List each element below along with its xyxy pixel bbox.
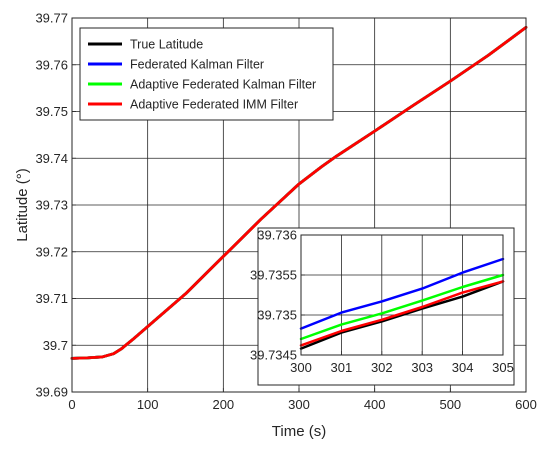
legend: True Latitude Federated Kalman Filter Adap… [79,27,334,121]
x-tick-label: 600 [515,397,537,412]
y-tick-label: 39.77 [35,11,68,26]
x-axis-label: Time (s) [272,423,326,440]
inset-y-tick-label: 39.7345 [250,348,297,363]
inset-series-line [299,280,505,347]
y-tick-label: 39.76 [35,57,68,72]
y-tick-label: 39.7 [43,338,68,353]
inset-y-tick-label: 39.7355 [250,268,297,283]
legend-item-label: Adaptive Federated IMM Filter [130,98,298,112]
legend-item-label: Adaptive Federated Kalman Filter [130,78,316,92]
inset-plot-frame [300,234,504,356]
inset-x-tick-label: 300 [290,360,312,375]
inset-series-line [299,257,505,330]
x-tick-label: 0 [68,397,75,412]
x-tick-label: 100 [137,397,159,412]
inset-y-tick-label: 39.736 [257,228,297,243]
x-tick-label: 400 [364,397,386,412]
y-tick-label: 39.71 [35,291,68,306]
x-tick-label: 500 [439,397,461,412]
y-tick-label: 39.69 [35,385,68,400]
y-tick-label: 39.74 [35,151,68,166]
x-tick-label: 300 [288,397,310,412]
y-tick-label: 39.73 [35,198,68,213]
inset-series-line [299,273,505,341]
legend-box [79,27,334,121]
series-line [70,25,528,360]
inset-x-tick-label: 305 [492,360,514,375]
inset-x-tick-label: 301 [331,360,353,375]
inset-series-line [299,280,505,350]
inset-chart: 300 301 302 303 304 305 39.7345 39.735 39.7355 39… [250,227,515,386]
legend-item-label: True Latitude [130,38,203,52]
inset-x-tick-label: 303 [411,360,433,375]
inset-y-tick-label: 39.735 [257,308,297,323]
inset-x-tick-label: 302 [371,360,393,375]
x-tick-label: 200 [212,397,234,412]
legend-item-label: Federated Kalman Filter [130,58,264,72]
plot-frame [71,17,527,393]
y-axis-label: Latitude (°) [14,168,31,242]
y-tick-label: 39.75 [35,104,68,119]
inset-x-tick-label: 304 [452,360,474,375]
y-tick-label: 39.72 [35,244,68,259]
